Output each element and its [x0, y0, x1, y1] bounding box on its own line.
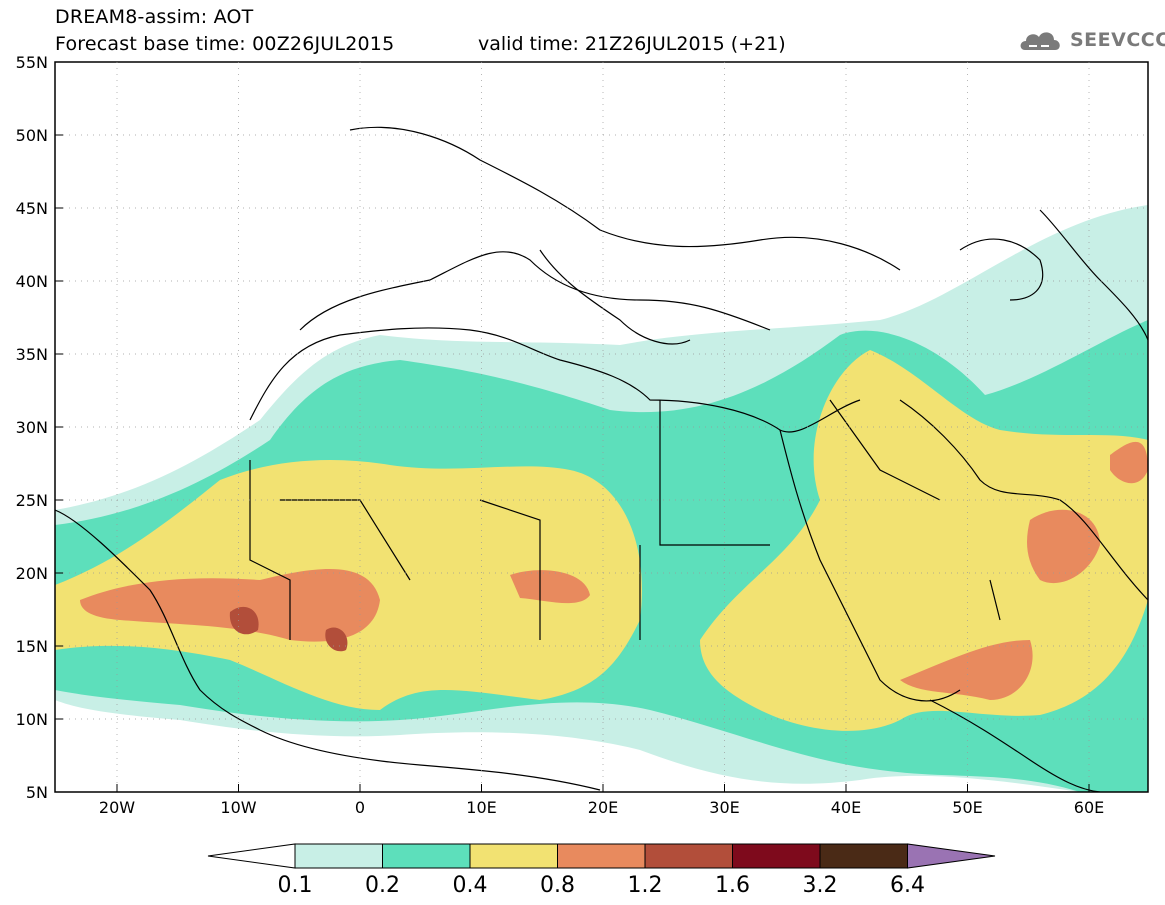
lat-label: 55N	[16, 53, 48, 72]
colorbar-swatch	[382, 843, 471, 869]
forecast-base-time: Forecast base time: 00Z26JUL2015	[55, 33, 395, 55]
colorbar-swatch	[732, 843, 821, 869]
lat-label: 40N	[16, 272, 48, 291]
lon-label: 10E	[466, 798, 496, 817]
lon-label: 20E	[588, 798, 618, 817]
lat-label: 45N	[16, 199, 48, 218]
lon-label: 50E	[952, 798, 982, 817]
logo-text: SEEVCCC	[1070, 29, 1165, 51]
aot-field	[55, 62, 1148, 792]
lon-label: 0	[355, 798, 365, 817]
lat-label: 10N	[16, 710, 48, 729]
lat-label: 30N	[16, 418, 48, 437]
lon-label: 20W	[99, 798, 135, 817]
lat-label: 15N	[16, 637, 48, 656]
lon-label: 30E	[709, 798, 739, 817]
colorbar-label: 0.4	[453, 873, 488, 898]
colorbar-swatch	[294, 843, 383, 869]
colorbar-max-arrow	[907, 843, 996, 869]
colorbar-label: 1.2	[628, 873, 663, 898]
colorbar-swatch	[819, 843, 908, 869]
coastlines	[55, 126, 1148, 792]
colorbar-label: 6.4	[890, 873, 925, 898]
colorbar-label: 0.8	[540, 873, 575, 898]
colorbar-label: 3.2	[803, 873, 838, 898]
colorbar-swatch	[644, 843, 733, 869]
colorbar-label: 0.1	[278, 873, 313, 898]
colorbar-swatch	[557, 843, 646, 869]
longitude-axis: 20W 10W 0 10E 20E 30E 40E 50E 60E	[99, 62, 1104, 817]
lat-label: 50N	[16, 126, 48, 145]
latitude-axis: 55N 50N 45N 40N 35N 30N 25N 20N 15N 10N 5N	[16, 53, 1148, 802]
colorbar-label: 0.2	[365, 873, 400, 898]
lon-label: 10W	[220, 798, 256, 817]
lon-label: 60E	[1074, 798, 1104, 817]
colorbar-swatch	[469, 843, 558, 869]
lat-label: 35N	[16, 345, 48, 364]
map-title: DREAM8-assim: AOT	[55, 6, 254, 28]
lat-label: 20N	[16, 564, 48, 583]
colorbar-min-arrow	[207, 843, 296, 869]
colorbar: 0.1 0.2 0.4 0.8 1.2 1.6 3.2 6.4	[207, 843, 996, 898]
lat-label: 5N	[26, 783, 48, 802]
lon-label: 40E	[831, 798, 861, 817]
cloud-icon	[1020, 32, 1060, 50]
colorbar-label: 1.6	[715, 873, 750, 898]
lat-label: 25N	[16, 491, 48, 510]
valid-time: valid time: 21Z26JUL2015 (+21)	[478, 33, 786, 55]
